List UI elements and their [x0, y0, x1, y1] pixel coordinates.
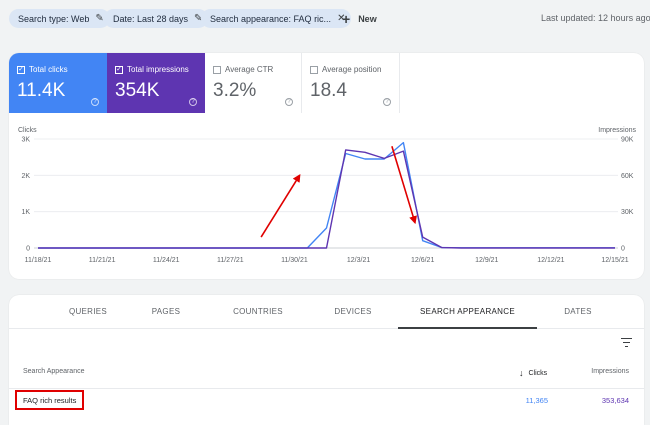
column-header-clicks[interactable]: ↓ Clicks: [519, 368, 547, 378]
tab-countries[interactable]: COUNTRIES: [233, 307, 283, 316]
x-tick-label: 11/18/21: [25, 257, 52, 264]
metric-value: 18.4: [310, 80, 347, 101]
left-tick-label: 2K: [21, 173, 30, 180]
tab-search-appearance[interactable]: SEARCH APPEARANCE: [420, 307, 515, 316]
metric-label: Total impressions: [127, 65, 189, 74]
tab-pages[interactable]: PAGES: [151, 307, 181, 316]
tab-dates[interactable]: DATES: [564, 307, 592, 316]
help-icon[interactable]: ?: [285, 98, 293, 106]
red-arrow-annotation: [391, 146, 417, 225]
metric-label: Total clicks: [29, 65, 68, 74]
right-tick-label: 90K: [621, 137, 634, 144]
divider: [9, 388, 644, 389]
right-tick-label: 0: [621, 246, 625, 253]
data-table-card: QUERIES PAGES COUNTRIES DEVICES SEARCH A…: [9, 295, 644, 425]
metric-average-position[interactable]: Average position 18.4 ?: [302, 53, 400, 113]
x-tick-label: 11/27/21: [217, 257, 244, 264]
x-tick-label: 12/15/21: [601, 257, 628, 264]
table-cell-impressions: 353,634: [601, 396, 629, 405]
metric-label: Average CTR: [225, 65, 274, 74]
checkbox-checked-icon[interactable]: ✓: [17, 65, 25, 74]
help-icon[interactable]: ?: [383, 98, 391, 106]
metric-label: Average position: [322, 65, 382, 74]
last-updated-text: Last updated: 12 hours ago: [541, 13, 650, 23]
checkbox-unchecked-icon[interactable]: [213, 65, 221, 74]
metric-value: 3.2%: [213, 80, 257, 101]
right-axis-label: Impressions: [598, 127, 636, 134]
right-tick-label: 60K: [621, 173, 634, 180]
performance-chart-card: ✓ Total clicks 11.4K ? ✓ Total impressions…: [9, 53, 644, 279]
red-arrow-annotation: [260, 173, 301, 238]
filter-bar: Search type: Web ✎ Date: Last 28 days ✎ …: [0, 0, 650, 36]
tab-devices[interactable]: DEVICES: [334, 307, 372, 316]
close-icon[interactable]: ✕: [337, 13, 346, 24]
metric-average-ctr[interactable]: Average CTR 3.2% ?: [205, 53, 302, 113]
dimension-tabs: QUERIES PAGES COUNTRIES DEVICES SEARCH A…: [9, 295, 644, 329]
filter-chip-search-appearance[interactable]: Search appearance: FAQ ric... ✕: [201, 9, 352, 28]
pencil-icon[interactable]: ✎: [194, 13, 203, 24]
table-row-name-highlighted[interactable]: FAQ rich results: [15, 390, 85, 410]
x-tick-label: 11/21/21: [89, 257, 116, 264]
metric-value: 11.4K: [17, 80, 66, 101]
x-tick-label: 11/24/21: [153, 257, 180, 264]
checkbox-checked-icon[interactable]: ✓: [115, 65, 123, 74]
filter-chip-label: Search appearance: FAQ ric...: [210, 13, 332, 24]
right-tick-label: 30K: [621, 209, 634, 216]
left-tick-label: 3K: [21, 137, 30, 144]
x-tick-label: 12/6/21: [411, 257, 434, 264]
pencil-icon[interactable]: ✎: [95, 13, 104, 24]
x-tick-label: 12/12/21: [537, 257, 564, 264]
left-axis-label: Clicks: [18, 127, 37, 134]
x-tick-label: 12/9/21: [475, 257, 498, 264]
x-tick-label: 12/3/21: [347, 257, 370, 264]
filter-chip-date[interactable]: Date: Last 28 days ✎: [104, 9, 209, 28]
column-header-impressions[interactable]: Impressions: [591, 368, 629, 375]
column-header-search-appearance[interactable]: Search Appearance: [23, 368, 85, 375]
filter-chip-label: Search type: Web: [18, 13, 90, 24]
left-tick-label: 1K: [21, 209, 30, 216]
x-tick-label: 11/30/21: [281, 257, 308, 264]
arrow-down-icon: ↓: [519, 368, 524, 378]
metric-total-clicks[interactable]: ✓ Total clicks 11.4K ?: [9, 53, 107, 113]
filter-chip-label: Date: Last 28 days: [113, 13, 189, 24]
new-filter-label: New: [358, 13, 377, 24]
plus-icon: +: [342, 10, 351, 27]
active-tab-indicator: [398, 327, 537, 329]
left-tick-label: 0: [26, 246, 30, 253]
series-line-clicks: [38, 141, 615, 249]
help-icon[interactable]: ?: [189, 98, 197, 106]
help-icon[interactable]: ?: [91, 98, 99, 106]
metric-total-impressions[interactable]: ✓ Total impressions 354K ?: [107, 53, 205, 113]
series-line-impressions: [38, 149, 615, 249]
tab-queries[interactable]: QUERIES: [68, 307, 108, 316]
column-header-clicks-label: Clicks: [528, 369, 548, 377]
new-filter-button[interactable]: + New: [342, 10, 377, 27]
checkbox-unchecked-icon[interactable]: [310, 65, 318, 74]
performance-line-chart: Clicks Impressions 3K 90K 2K 60K 1K 30K 0 0 11/1…: [18, 127, 637, 264]
metric-value: 354K: [115, 80, 160, 101]
table-cell-clicks: 11,365: [525, 396, 548, 405]
filter-rows-icon[interactable]: [621, 338, 632, 350]
filter-chip-search-type[interactable]: Search type: Web ✎: [9, 9, 110, 28]
